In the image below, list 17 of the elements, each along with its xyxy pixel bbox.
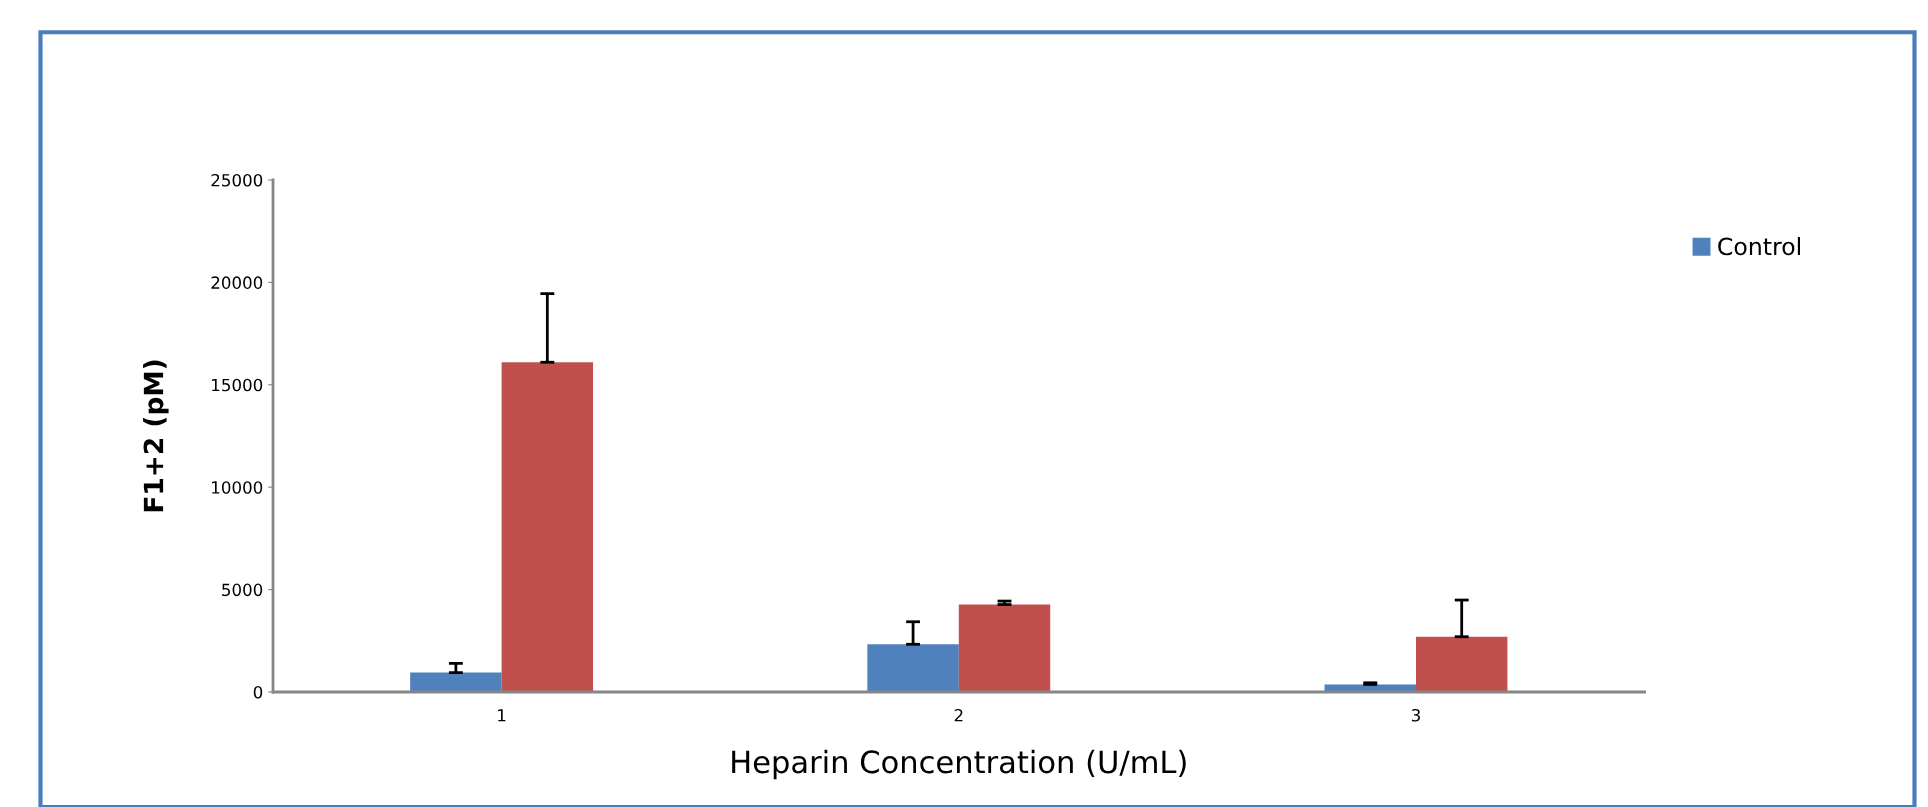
y-tick-label: 10000 xyxy=(212,481,263,494)
y-axis-title: F1+2 (pM) xyxy=(143,360,169,512)
bar xyxy=(958,604,1051,692)
x-axis-title: Heparin Concentration (U/mL) xyxy=(732,749,1186,780)
x-tick-label: 2 xyxy=(954,708,963,722)
x-tick-label: 1 xyxy=(498,709,506,722)
y-tick-label: 5000 xyxy=(222,583,263,597)
bar xyxy=(501,362,594,692)
legend-label: Control xyxy=(1718,237,1800,256)
x-tick-label: 3 xyxy=(1411,708,1420,722)
y-tick-label: 0 xyxy=(253,685,263,699)
bar xyxy=(410,672,502,692)
y-tick-label: 20000 xyxy=(211,276,263,289)
bar xyxy=(1415,636,1508,692)
y-tick-label: 25000 xyxy=(211,173,263,187)
y-tick-label: 15000 xyxy=(212,378,263,392)
bar xyxy=(867,644,959,692)
